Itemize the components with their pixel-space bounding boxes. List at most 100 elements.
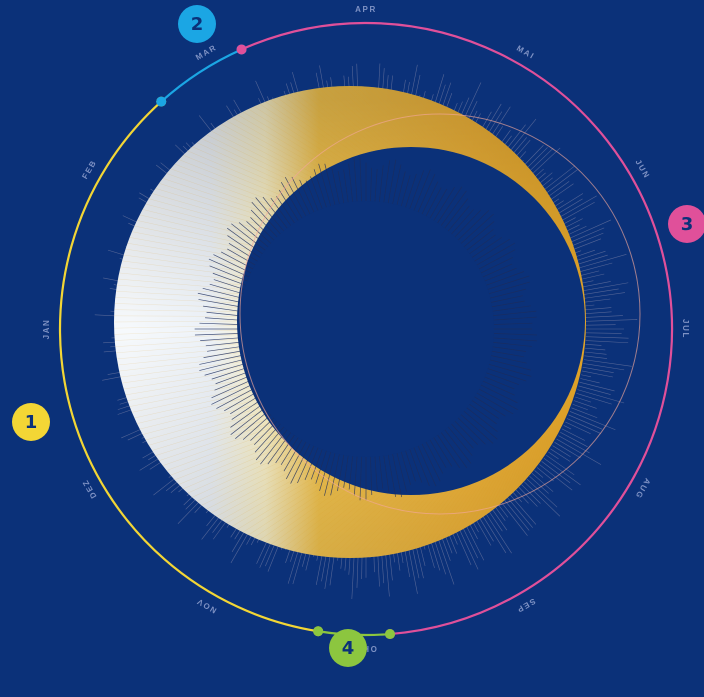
- spike-bar: [571, 238, 602, 251]
- spike-bar: [472, 521, 479, 533]
- ring-texture-line: [142, 403, 259, 435]
- ring-texture-line: [445, 479, 482, 538]
- inner-spike-bar: [374, 169, 378, 202]
- spike-bar: [561, 428, 585, 441]
- ring-texture-line: [562, 395, 569, 424]
- inner-spike-bar: [290, 443, 311, 484]
- spike-bar: [585, 315, 623, 318]
- ring-texture-line: [282, 95, 362, 155]
- spike-bar: [563, 425, 572, 430]
- inner-spike-bar: [482, 263, 513, 278]
- spike-bar: [458, 528, 479, 570]
- inner-spike-bar: [370, 167, 372, 202]
- ring-texture-line: [196, 142, 299, 189]
- ring-texture-line: [158, 423, 271, 461]
- inner-spike-bar: [457, 210, 490, 241]
- ring-texture-line: [216, 127, 313, 178]
- ring-texture-line: [533, 430, 547, 471]
- ring-texture-line: [170, 168, 279, 209]
- spike-bar: [569, 232, 604, 247]
- ring-texture-line: [300, 491, 375, 554]
- ring-texture-line: [554, 203, 562, 235]
- inner-spike-bar: [275, 434, 295, 464]
- inner-spike-bar: [203, 305, 240, 312]
- spike-bar: [426, 540, 435, 569]
- ring-texture-line: [584, 334, 586, 341]
- ring-texture-line: [129, 383, 249, 407]
- spike-bar: [569, 411, 616, 431]
- ring-texture-line: [567, 231, 573, 255]
- inner-spike-bar: [207, 346, 240, 352]
- spike-bar: [583, 359, 632, 367]
- month-label: JUN: [634, 158, 652, 181]
- inner-spike-bar: [474, 238, 510, 262]
- ring-texture-line: [422, 486, 465, 547]
- arc-endpoint: [236, 44, 247, 55]
- spike-bar: [558, 201, 595, 223]
- ring-texture-line: [567, 387, 573, 413]
- ring-texture-line: [127, 242, 248, 264]
- spike-bar: [566, 219, 612, 240]
- inner-spike-bar: [463, 411, 498, 440]
- inner-spike-bar: [429, 188, 448, 219]
- ring-texture-line: [162, 178, 274, 216]
- ring-texture-line: [355, 85, 416, 148]
- spike-bar: [585, 319, 638, 322]
- inner-spike-bar: [471, 400, 500, 419]
- ring-texture-line: [288, 93, 367, 154]
- arc-badge: [329, 629, 367, 667]
- ring-texture-line: [191, 450, 295, 498]
- inner-spike-bar: [330, 454, 340, 496]
- ring-texture-line: [554, 407, 562, 441]
- arc-endpoint: [156, 96, 167, 107]
- spike-bar: [585, 311, 612, 314]
- ring-texture-line: [312, 492, 384, 556]
- ring-texture-line: [306, 89, 380, 151]
- spike-bar: [437, 536, 455, 585]
- inner-spike-bar: [199, 355, 241, 365]
- inner-spike-bar: [227, 235, 261, 258]
- inner-spike-bars: [194, 157, 538, 501]
- spike-bar: [440, 535, 451, 561]
- ring-texture-line: [136, 220, 255, 247]
- ring-texture-line: [386, 88, 439, 150]
- inner-spike-bar: [488, 363, 532, 377]
- inner-spike-bar: [493, 322, 533, 325]
- ring-texture-line: [139, 214, 257, 243]
- ring-texture-line: [226, 469, 321, 524]
- inner-spike-bar: [310, 449, 323, 480]
- ring-texture-line: [162, 426, 274, 466]
- ring-texture-line: [380, 87, 434, 149]
- ring-texture-line: [312, 88, 384, 150]
- ring-texture-line: [174, 437, 282, 481]
- inner-spike-bar: [318, 163, 332, 207]
- inner-spike-bar: [267, 432, 292, 465]
- ring-texture-line: [148, 198, 263, 231]
- inner-spike-bar: [324, 163, 336, 205]
- ring-texture-line: [134, 225, 253, 251]
- inner-spike-bar: [487, 368, 527, 382]
- spike-bar: [584, 304, 595, 307]
- ring-texture-line: [337, 494, 403, 558]
- ring-texture-line: [114, 325, 238, 329]
- ring-texture-line: [259, 103, 345, 161]
- ring-texture-line: [398, 91, 448, 151]
- spike-bar: [580, 273, 605, 280]
- ring-texture-line: [211, 130, 309, 181]
- ring-texture-line: [131, 387, 251, 413]
- ring-texture-line: [226, 120, 321, 173]
- arc-badge-label: 1: [25, 412, 38, 433]
- inner-spike-bar: [238, 222, 269, 247]
- inner-spike-bar: [337, 170, 345, 204]
- ring-texture-line: [583, 297, 585, 303]
- spike-bar: [581, 370, 613, 378]
- inner-spike-bar: [370, 456, 373, 496]
- ring-texture-line: [498, 456, 521, 506]
- spike-bar: [583, 363, 625, 371]
- ring-texture-line: [129, 237, 249, 259]
- spike-bar: [521, 484, 541, 504]
- inner-spike-bar: [383, 455, 390, 493]
- inner-spike-bar: [493, 337, 538, 342]
- inner-spike-bar: [278, 189, 299, 221]
- ring-texture-line: [300, 90, 375, 151]
